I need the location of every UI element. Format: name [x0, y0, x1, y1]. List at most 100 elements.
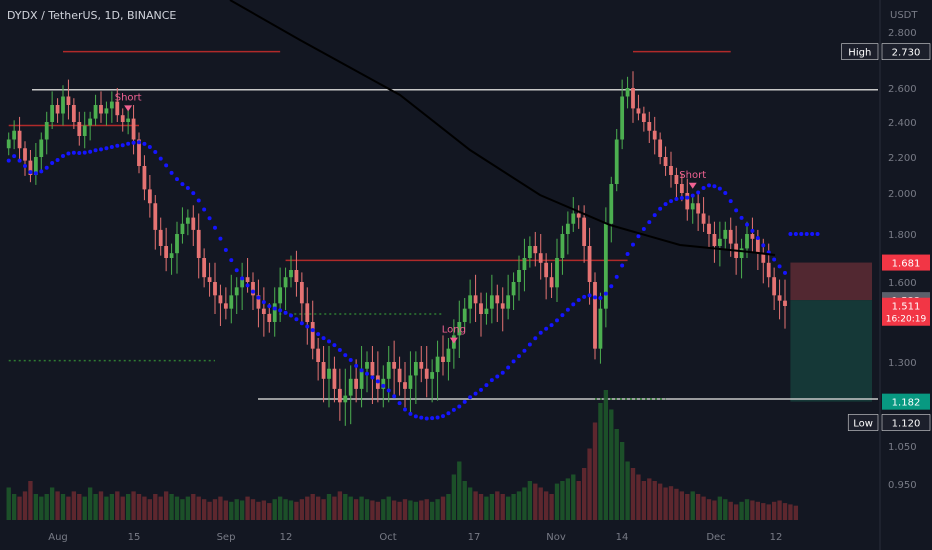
candle-body [565, 223, 570, 234]
volume-bar [424, 499, 429, 520]
ma-dot [191, 191, 196, 196]
volume-bar [641, 481, 647, 520]
time-tick-label: Dec [706, 532, 725, 543]
signal-label: Short [115, 92, 142, 103]
volume-bar [71, 491, 77, 520]
ma-dot [647, 220, 652, 225]
candle-body [413, 362, 418, 376]
volume-bar [706, 499, 712, 520]
price-label-prefix: High [848, 48, 871, 59]
ma-dot [82, 150, 87, 155]
ma-dot [631, 242, 635, 247]
ma-dot [316, 332, 321, 337]
candle-body [153, 203, 158, 230]
volume-bar [294, 501, 299, 520]
volume-bar [201, 499, 207, 520]
volume-bar [408, 500, 413, 520]
candle-body [44, 122, 49, 140]
volume-bar [511, 494, 516, 520]
price-label-value: 1.681 [892, 259, 921, 270]
candle-body [229, 295, 234, 309]
candle-body [403, 382, 407, 389]
volume-bar [657, 483, 663, 520]
candle-body [479, 303, 483, 314]
candle-body [473, 295, 478, 304]
ma-dot [207, 216, 212, 221]
ma-dot [593, 295, 597, 300]
ma-dot [712, 184, 717, 189]
candle-body [180, 223, 185, 234]
time-tick-label: 12 [770, 532, 783, 543]
volume-bar [109, 494, 115, 520]
ma-dot [50, 161, 55, 165]
ma-dot [142, 141, 147, 146]
ma-dot [289, 313, 293, 318]
volume-bar [98, 491, 104, 520]
ma-dot [321, 336, 326, 341]
ma-dot [180, 182, 185, 187]
ma-dot [223, 247, 228, 252]
ma-dot [71, 150, 76, 155]
volume-bar [603, 390, 609, 520]
volume-bar [728, 501, 733, 520]
volume-bar [668, 486, 674, 520]
time-tick-label: 15 [128, 532, 141, 543]
ma-dot [93, 148, 98, 153]
ma-dot [690, 193, 695, 198]
volume-bar [120, 496, 125, 520]
volume-bars [6, 390, 799, 520]
ma-dot [278, 308, 283, 313]
candle-body [652, 130, 657, 140]
candle-body [495, 295, 500, 304]
ma-dot [652, 213, 657, 218]
ma-dot [332, 343, 337, 348]
ma-dot [473, 391, 478, 396]
volume-bar [370, 500, 375, 520]
ma-dot [750, 228, 755, 233]
ma-dot [131, 140, 136, 145]
candle-body [82, 125, 87, 136]
price-label-box [881, 43, 931, 60]
candle-body [430, 372, 435, 379]
axis-tick-label: 1.050 [888, 442, 917, 453]
candle-body [137, 139, 141, 166]
candle-body [772, 277, 777, 296]
volume-bar [321, 499, 326, 520]
volume-bar [560, 481, 565, 520]
candle-body [517, 270, 521, 282]
volume-bar [647, 478, 652, 520]
candle-body [690, 203, 695, 210]
candle-body [316, 348, 321, 362]
volume-bar [554, 483, 560, 520]
ma-dot [61, 154, 65, 159]
volume-bar [299, 499, 305, 520]
volume-bar [245, 496, 250, 520]
ma-dot [104, 146, 109, 151]
volume-bar [28, 481, 33, 520]
ma-dot [408, 411, 413, 416]
ma-dot [739, 215, 744, 220]
price-label-countdown: 16:20:19 [886, 315, 927, 325]
candle-body [365, 362, 369, 369]
ma-dot [245, 283, 250, 288]
ma-dot [446, 411, 451, 416]
ma-dot [810, 232, 815, 236]
volume-bar [22, 491, 28, 520]
candle-body [484, 308, 489, 314]
ma-dot [256, 295, 261, 300]
candle-body [12, 130, 17, 140]
candle-body [631, 88, 635, 109]
candle-body [88, 118, 93, 126]
ma-dot [99, 147, 103, 152]
ma-dot [218, 236, 223, 241]
price-label-prefix-box [841, 43, 879, 60]
volume-bar [169, 494, 174, 520]
axis-tick-label: 2.200 [888, 153, 917, 164]
ma-dot [468, 395, 473, 400]
candle-body [669, 166, 673, 175]
ma-dot [674, 197, 679, 202]
candle-body [77, 122, 82, 136]
price-label-box [881, 414, 931, 431]
ma-dot [267, 304, 272, 309]
